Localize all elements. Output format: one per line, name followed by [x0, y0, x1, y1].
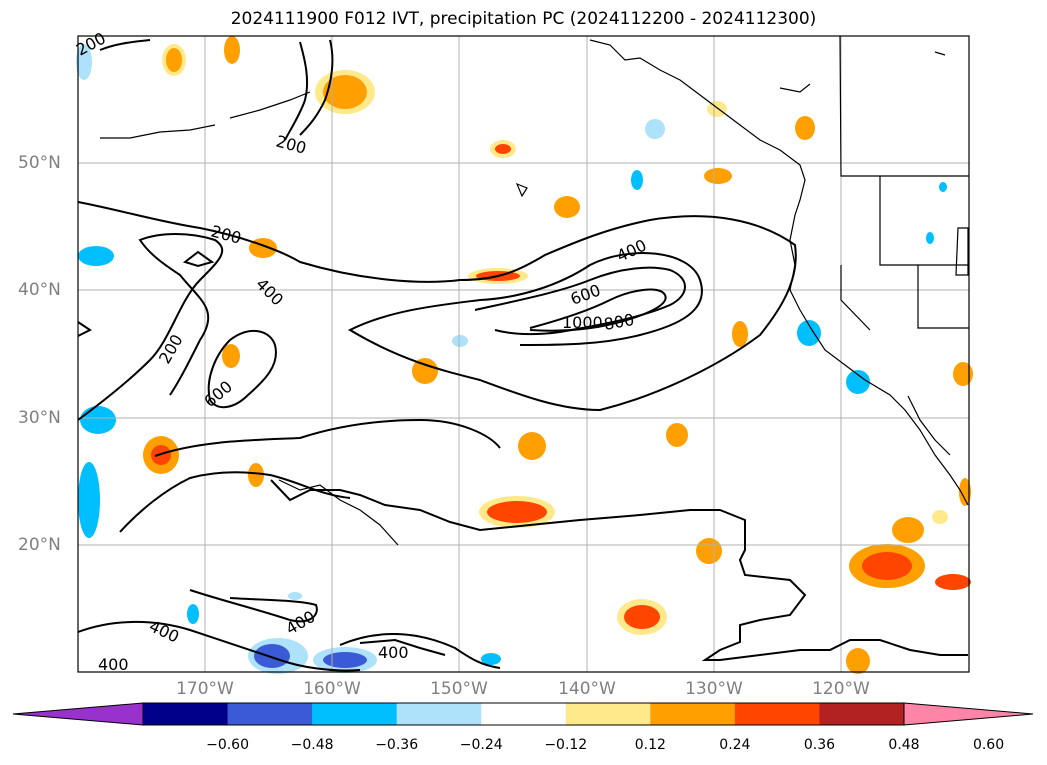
colorbar-extend-left [13, 703, 143, 725]
lat-label: 50°N [18, 153, 61, 173]
contour-label: 400 [378, 643, 409, 662]
colorbar-tick-label: −0.60 [206, 737, 249, 753]
colorbar-segment [819, 703, 905, 725]
map-frame [77, 35, 970, 673]
colorbar-segment [565, 703, 651, 725]
colorbar-segment [481, 703, 567, 725]
colorbar-extend-right [904, 703, 1033, 725]
colorbar-segment [143, 703, 229, 725]
lon-label: 140°W [558, 679, 616, 699]
lon-label: 170°W [176, 679, 234, 699]
contour-label: 400 [98, 655, 129, 674]
precip-negative-areas [76, 44, 947, 674]
colorbar-tick-label: 0.24 [719, 737, 751, 753]
colorbar-tick-label: 0.12 [634, 737, 666, 753]
colorbar-tick-label: −0.24 [459, 737, 503, 753]
colorbar-segments [143, 703, 905, 725]
coastlines [100, 35, 969, 546]
lon-label: 150°W [430, 679, 488, 699]
map-gridlines [78, 36, 969, 672]
colorbar-segment [312, 703, 398, 725]
lon-label: 120°W [812, 679, 870, 699]
colorbar-segment [227, 703, 313, 725]
lon-label: 160°W [303, 679, 361, 699]
colorbar-tick-label: 0.36 [803, 737, 836, 753]
colorbar-segment [396, 703, 482, 725]
colorbar-segment [650, 703, 736, 725]
colorbar-segment [734, 703, 820, 725]
lat-label: 30°N [18, 408, 61, 428]
colorbar-tick-label: −0.48 [290, 737, 334, 753]
ivt-contours [77, 39, 968, 672]
contour-label: 1000 [562, 313, 603, 332]
lat-label: 20°N [18, 535, 61, 555]
lat-label: 40°N [18, 280, 61, 300]
colorbar-tick-label: 0.48 [888, 737, 920, 753]
colorbar-tick-label: −0.12 [544, 737, 588, 753]
map-title: 2024111900 F012 IVT, precipitation PC (2… [230, 9, 817, 29]
colorbar-tick-label: −0.36 [375, 737, 419, 753]
colorbar-frame [142, 702, 905, 726]
colorbar-tick-label: 0.60 [972, 737, 1005, 753]
lon-label: 130°W [685, 679, 743, 699]
